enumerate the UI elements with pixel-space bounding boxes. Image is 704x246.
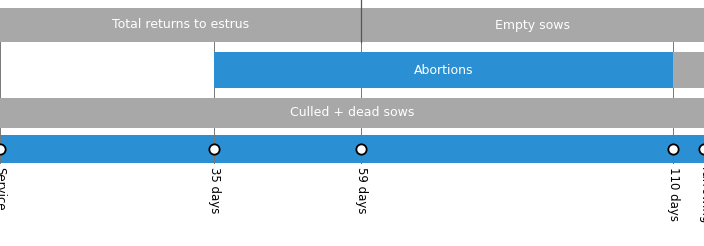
Point bbox=[698, 147, 704, 151]
Text: 59 days: 59 days bbox=[355, 167, 367, 214]
Text: Abortions: Abortions bbox=[414, 63, 474, 77]
Bar bbox=[361, 8, 704, 42]
Text: 35 days: 35 days bbox=[208, 167, 221, 213]
Point bbox=[0, 147, 6, 151]
Bar bbox=[0, 8, 361, 42]
Text: 110 days: 110 days bbox=[667, 167, 680, 221]
Bar bbox=[674, 52, 704, 88]
Point bbox=[208, 147, 220, 151]
Text: Empty sows: Empty sows bbox=[495, 18, 570, 31]
Bar bbox=[214, 52, 674, 88]
Bar bbox=[0, 98, 704, 128]
Bar bbox=[0, 135, 704, 163]
Text: Farrowing: Farrowing bbox=[698, 167, 704, 224]
Text: Culled + dead sows: Culled + dead sows bbox=[290, 107, 414, 120]
Point bbox=[356, 147, 367, 151]
Text: Service: Service bbox=[0, 167, 6, 211]
Text: Total returns to estrus: Total returns to estrus bbox=[112, 18, 249, 31]
Point bbox=[668, 147, 679, 151]
